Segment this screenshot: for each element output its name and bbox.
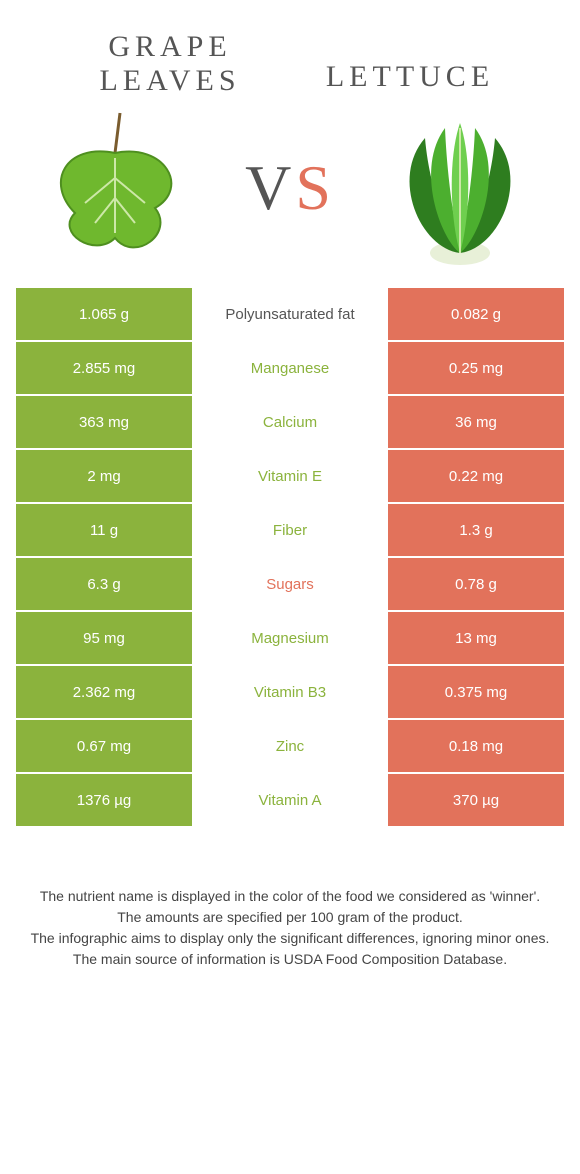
table-row: 363 mgCalcium36 mg: [16, 396, 564, 448]
footer-notes: The nutrient name is displayed in the co…: [0, 886, 580, 970]
cell-left-value: 2 mg: [16, 450, 192, 502]
footer-line1: The nutrient name is displayed in the co…: [30, 886, 550, 907]
cell-right-value: 0.082 g: [388, 288, 564, 340]
cell-right-value: 370 µg: [388, 774, 564, 826]
cell-left-value: 1376 µg: [16, 774, 192, 826]
images-row: VS: [0, 98, 580, 288]
table-row: 0.67 mgZinc0.18 mg: [16, 720, 564, 772]
vs-s: S: [295, 152, 335, 223]
cell-right-value: 13 mg: [388, 612, 564, 664]
lettuce-icon: [370, 108, 550, 268]
title-left: Grape leaves: [50, 30, 290, 98]
cell-left-value: 363 mg: [16, 396, 192, 448]
cell-nutrient-label: Zinc: [192, 720, 388, 772]
cell-left-value: 0.67 mg: [16, 720, 192, 772]
table-row: 1.065 gPolyunsaturated fat0.082 g: [16, 288, 564, 340]
cell-left-value: 11 g: [16, 504, 192, 556]
cell-right-value: 36 mg: [388, 396, 564, 448]
cell-nutrient-label: Calcium: [192, 396, 388, 448]
table-row: 2.855 mgManganese0.25 mg: [16, 342, 564, 394]
cell-nutrient-label: Vitamin A: [192, 774, 388, 826]
table-row: 2.362 mgVitamin B30.375 mg: [16, 666, 564, 718]
table-row: 2 mgVitamin E0.22 mg: [16, 450, 564, 502]
cell-nutrient-label: Manganese: [192, 342, 388, 394]
footer-line4: The main source of information is USDA F…: [30, 949, 550, 970]
cell-right-value: 0.18 mg: [388, 720, 564, 772]
right-title: Lettuce: [290, 60, 530, 94]
cell-nutrient-label: Sugars: [192, 558, 388, 610]
vs-v: V: [245, 152, 295, 223]
footer-line2: The amounts are specified per 100 gram o…: [30, 907, 550, 928]
cell-right-value: 0.375 mg: [388, 666, 564, 718]
cell-nutrient-label: Vitamin B3: [192, 666, 388, 718]
comparison-table: 1.065 gPolyunsaturated fat0.082 g2.855 m…: [16, 288, 564, 826]
cell-nutrient-label: Fiber: [192, 504, 388, 556]
cell-left-value: 6.3 g: [16, 558, 192, 610]
table-row: 1376 µgVitamin A370 µg: [16, 774, 564, 826]
table-row: 95 mgMagnesium13 mg: [16, 612, 564, 664]
cell-nutrient-label: Vitamin E: [192, 450, 388, 502]
header: Grape leaves Lettuce: [0, 0, 580, 98]
left-title-line1: Grape: [50, 30, 290, 64]
cell-right-value: 1.3 g: [388, 504, 564, 556]
cell-right-value: 0.22 mg: [388, 450, 564, 502]
footer-line3: The infographic aims to display only the…: [30, 928, 550, 949]
vs-label: VS: [245, 151, 335, 225]
cell-nutrient-label: Polyunsaturated fat: [192, 288, 388, 340]
table-row: 11 gFiber1.3 g: [16, 504, 564, 556]
cell-left-value: 1.065 g: [16, 288, 192, 340]
left-title-line2: leaves: [50, 64, 290, 98]
cell-left-value: 2.855 mg: [16, 342, 192, 394]
title-right: Lettuce: [290, 60, 530, 94]
cell-right-value: 0.25 mg: [388, 342, 564, 394]
cell-left-value: 95 mg: [16, 612, 192, 664]
grape-leaf-icon: [30, 108, 210, 268]
cell-nutrient-label: Magnesium: [192, 612, 388, 664]
cell-right-value: 0.78 g: [388, 558, 564, 610]
cell-left-value: 2.362 mg: [16, 666, 192, 718]
table-row: 6.3 gSugars0.78 g: [16, 558, 564, 610]
